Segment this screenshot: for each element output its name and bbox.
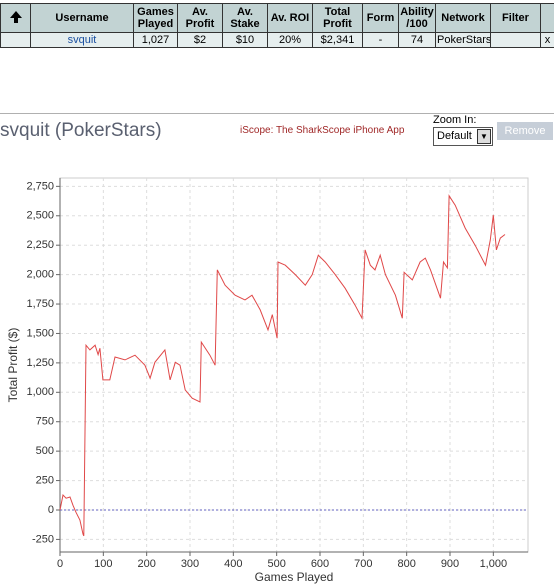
y-tick-label: 2,750 <box>26 180 54 192</box>
cell: 1,027 <box>133 32 178 48</box>
cell: - <box>362 32 399 48</box>
y-tick-label: 2,250 <box>26 239 54 251</box>
x-tick-label: 0 <box>57 558 63 570</box>
header-cell <box>540 3 554 33</box>
y-tick-label: 250 <box>36 474 54 486</box>
username-link[interactable]: svquit <box>30 32 134 48</box>
y-tick-label: 1,750 <box>26 298 54 310</box>
remove-row[interactable]: x <box>540 32 554 48</box>
header-cell[interactable]: Filter <box>490 3 541 33</box>
separator <box>0 113 554 114</box>
plot-area <box>59 177 529 553</box>
zoom-label: Zoom In: <box>433 114 477 126</box>
sort-icon[interactable] <box>0 3 31 33</box>
header-cell[interactable]: Av. Profit <box>177 3 223 33</box>
results-table: Username Games Played Av. Profit Av. Sta… <box>0 3 554 48</box>
zoom-select[interactable]: Default ▼ <box>433 127 493 146</box>
y-tick-label: 0 <box>48 504 54 516</box>
data-row: svquit 1,027 $2 $10 20% $2,341 - 74 Poke… <box>0 32 554 48</box>
cell: 74 <box>398 32 436 48</box>
header-cell[interactable]: Ability /100 <box>398 3 436 33</box>
chart-title: svquit (PokerStars) <box>0 120 162 141</box>
x-tick-label: 900 <box>441 558 459 570</box>
x-tick-label: 200 <box>137 558 155 570</box>
x-tick-label: 800 <box>397 558 415 570</box>
cell: PokerStars <box>435 32 491 48</box>
y-tick-label: -250 <box>32 533 54 545</box>
y-tick-label: 1,500 <box>26 327 54 339</box>
x-tick-label: 1,000 <box>480 558 508 570</box>
header-row: Username Games Played Av. Profit Av. Sta… <box>0 3 554 33</box>
y-tick-label: 750 <box>36 416 54 428</box>
y-tick-label: 1,000 <box>26 386 54 398</box>
cell: $10 <box>222 32 268 48</box>
cell <box>0 32 31 48</box>
y-tick-label: 2,500 <box>26 210 54 222</box>
x-tick-label: 700 <box>354 558 372 570</box>
dropdown-arrow: ▼ <box>477 129 491 144</box>
x-tick-label: 400 <box>224 558 242 570</box>
cell: $2 <box>177 32 223 48</box>
x-tick-label: 300 <box>181 558 199 570</box>
header-cell[interactable]: Username <box>30 3 134 33</box>
header-cell[interactable]: Network <box>435 3 491 33</box>
cell <box>490 32 541 48</box>
x-axis-label: Games Played <box>255 570 334 584</box>
x-tick-label: 100 <box>94 558 112 570</box>
header-cell[interactable]: Total Profit <box>312 3 363 33</box>
x-tick-label: 500 <box>267 558 285 570</box>
header-cell[interactable]: Av. Stake <box>222 3 268 33</box>
app-link[interactable]: iScope: The SharkScope iPhone App <box>240 125 405 136</box>
cell: $2,341 <box>312 32 363 48</box>
y-tick-label: 500 <box>36 445 54 457</box>
remove-button[interactable]: Remove <box>497 122 553 140</box>
zoom-value: Default <box>437 130 472 142</box>
x-tick-label: 600 <box>311 558 329 570</box>
header-cell[interactable]: Av. ROI <box>267 3 313 33</box>
header-cell[interactable]: Form <box>362 3 399 33</box>
arrow-icon <box>9 10 22 23</box>
header-cell[interactable]: Games Played <box>133 3 178 33</box>
y-tick-label: 2,000 <box>26 269 54 281</box>
profit-line <box>59 194 506 537</box>
y-axis-label: Total Profit ($) <box>6 328 20 403</box>
cell: 20% <box>267 32 313 48</box>
y-tick-label: 1,250 <box>26 357 54 369</box>
